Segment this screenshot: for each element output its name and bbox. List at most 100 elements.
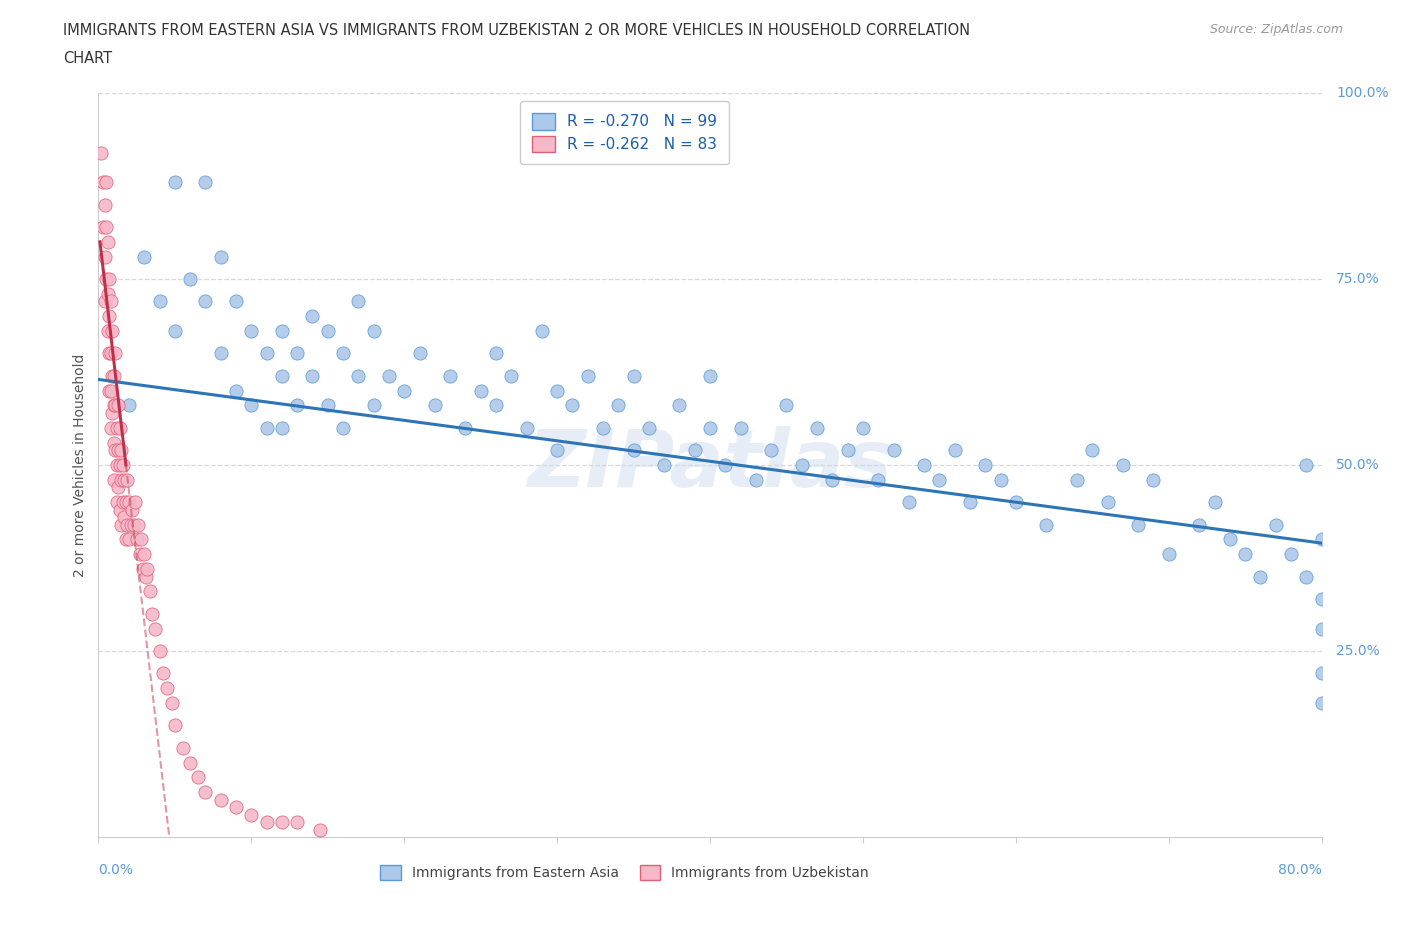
Point (91, 219, 114, 234)
Point (699, 368, 721, 383)
Point (240, 398, 263, 413)
Point (714, 458, 737, 472)
Point (301, 368, 323, 383)
Point (1066, 472, 1088, 487)
Point (122, 517, 145, 532)
Point (112, 510, 135, 525)
Point (100, 346, 122, 361)
Point (408, 346, 430, 361)
Point (112, 472, 135, 487)
Point (160, 696, 183, 711)
Point (270, 420, 292, 435)
Point (128, 547, 150, 562)
Point (125, 532, 148, 547)
Point (98, 309, 121, 324)
Point (225, 294, 247, 309)
Point (149, 644, 172, 658)
Point (806, 420, 828, 435)
Point (107, 480, 129, 495)
Point (270, 368, 292, 383)
Point (561, 398, 583, 413)
Point (1295, 458, 1317, 472)
Point (225, 800, 247, 815)
Point (163, 175, 186, 190)
Point (172, 740, 194, 755)
Point (194, 175, 217, 190)
Point (97, 234, 120, 249)
Point (97, 324, 120, 339)
Point (423, 398, 446, 413)
Point (668, 398, 690, 413)
Text: 0.0%: 0.0% (98, 863, 134, 877)
Point (134, 249, 156, 264)
Point (209, 346, 232, 361)
Point (107, 398, 129, 413)
Text: Source: ZipAtlas.com: Source: ZipAtlas.com (1209, 23, 1343, 36)
Point (1204, 495, 1226, 510)
Point (285, 815, 308, 830)
Text: 75.0%: 75.0% (1336, 272, 1381, 286)
Point (94, 219, 117, 234)
Text: IMMIGRANTS FROM EASTERN ASIA VS IMMIGRANTS FROM UZBEKISTAN 2 OR MORE VEHICLES IN: IMMIGRANTS FROM EASTERN ASIA VS IMMIGRAN… (63, 23, 970, 38)
Y-axis label: 2 or more Vehicles in Household: 2 or more Vehicles in Household (73, 353, 87, 577)
Point (316, 324, 339, 339)
Point (1035, 517, 1057, 532)
Point (1310, 591, 1333, 606)
Point (136, 562, 159, 577)
Point (240, 324, 263, 339)
Point (485, 398, 508, 413)
Point (101, 368, 124, 383)
Point (1128, 517, 1150, 532)
Point (124, 495, 146, 510)
Point (1157, 547, 1180, 562)
Point (110, 517, 132, 532)
Point (683, 443, 706, 458)
Point (1310, 696, 1333, 711)
Point (546, 383, 568, 398)
Point (100, 420, 122, 435)
Point (101, 324, 124, 339)
Point (439, 368, 461, 383)
Point (378, 368, 401, 383)
Point (576, 368, 599, 383)
Point (943, 443, 966, 458)
Point (93, 197, 115, 212)
Point (1112, 458, 1135, 472)
Point (852, 420, 875, 435)
Point (179, 272, 201, 286)
Text: 25.0%: 25.0% (1336, 644, 1381, 658)
Point (93, 249, 115, 264)
Point (135, 569, 157, 584)
Point (110, 443, 132, 458)
Text: 50.0%: 50.0% (1336, 458, 1381, 472)
Point (163, 718, 186, 733)
Point (699, 420, 721, 435)
Point (332, 420, 354, 435)
Point (91, 175, 114, 190)
Point (501, 368, 523, 383)
Point (103, 398, 125, 413)
Point (990, 472, 1012, 487)
Text: 100.0%: 100.0% (1336, 86, 1389, 100)
Point (194, 785, 217, 800)
Point (105, 458, 128, 472)
Point (928, 472, 950, 487)
Point (623, 443, 645, 458)
Point (1264, 517, 1286, 532)
Point (111, 458, 134, 472)
Point (868, 472, 890, 487)
Point (775, 398, 797, 413)
Point (270, 815, 292, 830)
Point (100, 383, 122, 398)
Point (309, 822, 332, 837)
Point (108, 458, 131, 472)
Point (111, 495, 134, 510)
Point (759, 443, 782, 458)
Point (209, 792, 232, 807)
Point (117, 517, 139, 532)
Point (120, 517, 142, 532)
Point (108, 502, 131, 517)
Point (105, 495, 128, 510)
Point (316, 398, 339, 413)
Point (1279, 547, 1302, 562)
